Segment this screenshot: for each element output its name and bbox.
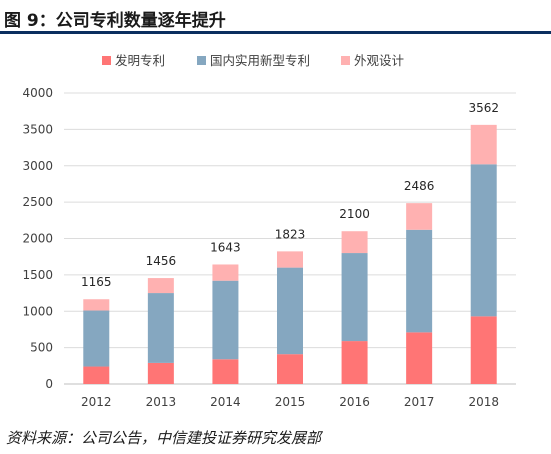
legend-swatch [341, 56, 350, 65]
x-axis: 2012 2013 2014 2015 2016 2017 2018 [81, 395, 499, 409]
y-tick-label: 0 [45, 377, 53, 391]
bar-segment [147, 278, 174, 294]
bar-segment [341, 341, 368, 384]
patent-stacked-bar-chart: 1165 1456 1643 1823 2100 2486 3562 0 500 1000 150… [22, 53, 516, 409]
bar-segment [83, 366, 110, 384]
bar-segment [83, 299, 110, 311]
grid-lines [64, 92, 516, 385]
bar-segment [277, 251, 303, 268]
total-label: 1643 [210, 240, 241, 254]
y-tick-label: 4000 [22, 86, 53, 100]
data-labels: 1165 1456 1643 1823 2100 2486 3562 [81, 101, 499, 289]
legend-swatch [102, 56, 111, 65]
total-label: 2486 [404, 179, 435, 193]
x-tick-label: 2016 [339, 395, 370, 409]
total-label: 2100 [339, 207, 370, 221]
bar-segment [277, 354, 303, 384]
figure-title: 图 9：公司专利数量逐年提升 [4, 11, 226, 31]
x-tick-label: 2012 [81, 395, 112, 409]
legend-label: 外观设计 [354, 53, 404, 68]
bar-segment [406, 332, 433, 384]
legend: 发明专利 国内实用新型专利 外观设计 [102, 53, 404, 68]
bar-segment [470, 164, 497, 317]
total-label: 1165 [81, 275, 112, 289]
y-tick-label: 1000 [22, 304, 53, 318]
y-tick-label: 2000 [22, 232, 53, 246]
bar-segment [147, 362, 174, 384]
legend-swatch [197, 56, 206, 65]
x-tick-label: 2014 [210, 395, 241, 409]
y-tick-label: 3000 [22, 159, 53, 173]
bar-segment [470, 124, 497, 165]
bar-segment [147, 293, 174, 363]
bar-segment [212, 264, 239, 281]
total-label: 3562 [468, 101, 499, 115]
bar-segment [212, 359, 239, 384]
bar-segment [406, 229, 433, 333]
x-tick-label: 2018 [468, 395, 499, 409]
y-tick-label: 2500 [22, 195, 53, 209]
bar-segment [83, 310, 110, 367]
legend-label: 发明专利 [115, 53, 165, 68]
y-tick-label: 3500 [22, 122, 53, 136]
y-axis: 0 500 1000 1500 2000 2500 3000 3500 4000 [22, 86, 53, 391]
bar-segment [406, 203, 433, 230]
bar-stacks [83, 124, 497, 384]
title-underline [0, 31, 551, 34]
figure-header: 图 9：公司专利数量逐年提升 [0, 0, 551, 34]
y-tick-label: 500 [30, 341, 53, 355]
total-label: 1456 [146, 254, 177, 268]
bar-segment [277, 267, 303, 355]
legend-label: 国内实用新型专利 [210, 53, 310, 68]
bar-segment [470, 316, 497, 384]
bar-segment [341, 231, 368, 254]
y-tick-label: 1500 [22, 268, 53, 282]
total-label: 1823 [275, 227, 306, 241]
x-tick-label: 2017 [404, 395, 435, 409]
x-tick-label: 2013 [146, 395, 177, 409]
x-tick-label: 2015 [275, 395, 306, 409]
bar-segment [341, 253, 368, 342]
bar-segment [212, 280, 239, 360]
source-note: 资料来源：公司公告，中信建投证券研究发展部 [6, 429, 322, 447]
